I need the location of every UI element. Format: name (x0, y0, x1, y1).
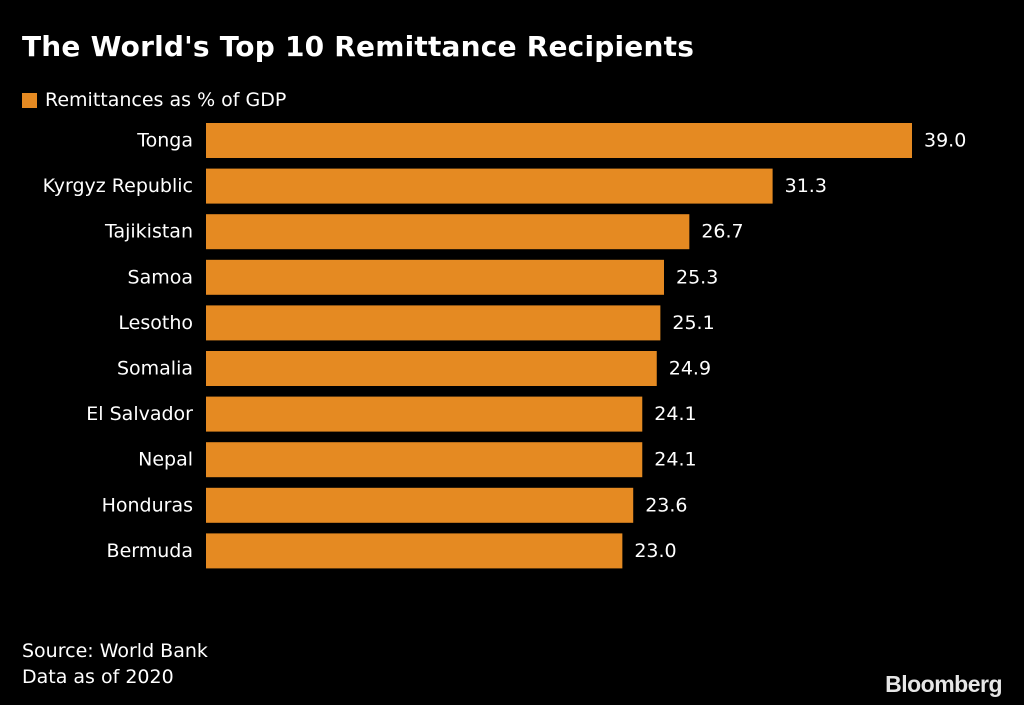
value-label-samoa: 25.3 (676, 266, 718, 288)
chart-title: The World's Top 10 Remittance Recipients (22, 30, 695, 63)
bar-tajikistan (206, 214, 690, 250)
category-label-tajikistan: Tajikistan (104, 221, 193, 243)
value-label-nepal: 24.1 (654, 449, 696, 471)
bar-bermuda (206, 533, 623, 569)
category-label-nepal: Nepal (138, 449, 193, 471)
chart-footer: Source: World Bank Data as of 2020 (22, 638, 208, 690)
bar-chart: Tonga 39.0 Kyrgyz Republic 31.3 Tajikistan 26… (43, 123, 966, 569)
bar-el-salvador (206, 396, 643, 432)
value-label-el-salvador: 24.1 (654, 403, 696, 425)
bloomberg-logo: Bloomberg (885, 671, 1002, 697)
category-label-lesotho: Lesotho (118, 312, 193, 334)
bar-somalia (206, 351, 657, 386)
value-label-somalia: 24.9 (669, 358, 711, 380)
value-label-lesotho: 25.1 (672, 312, 714, 334)
category-label-somalia: Somalia (117, 358, 193, 380)
bar-nepal (206, 442, 643, 478)
legend-label: Remittances as % of GDP (45, 89, 287, 111)
bar-tonga (206, 123, 912, 158)
value-label-tajikistan: 26.7 (701, 221, 743, 243)
value-label-honduras: 23.6 (645, 494, 687, 516)
bar-lesotho (206, 305, 661, 341)
category-label-honduras: Honduras (102, 494, 193, 516)
chart-legend: Remittances as % of GDP (22, 87, 286, 113)
category-label-bermuda: Bermuda (107, 540, 193, 562)
bar-kyrgyz-republic (206, 168, 773, 204)
bar-samoa (206, 259, 664, 295)
value-label-tonga: 39.0 (924, 130, 966, 152)
data-date-note: Data as of 2020 (22, 666, 174, 688)
bar-honduras (206, 487, 634, 523)
category-label-el-salvador: El Salvador (86, 403, 193, 425)
category-label-samoa: Samoa (128, 266, 193, 288)
legend-swatch (22, 92, 37, 108)
value-label-kyrgyz-republic: 31.3 (785, 175, 827, 197)
category-label-tonga: Tonga (136, 130, 193, 152)
value-label-bermuda: 23.0 (634, 540, 676, 562)
source-note: Source: World Bank (22, 640, 208, 662)
category-label-kyrgyz-republic: Kyrgyz Republic (43, 175, 193, 197)
